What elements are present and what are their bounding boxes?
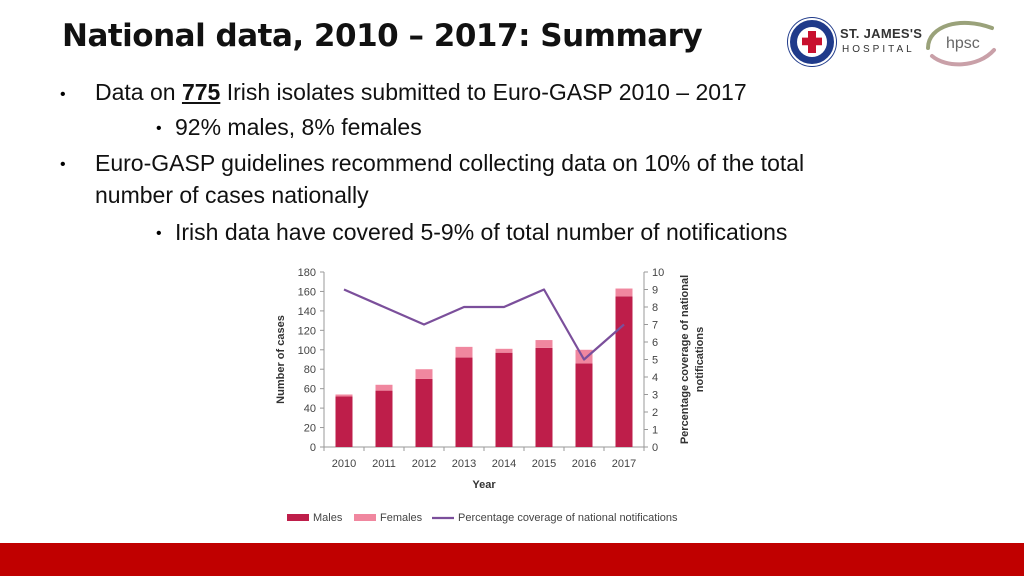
bar-females [535, 340, 553, 348]
right-tick-label: 4 [652, 372, 658, 384]
x-tick-label: 2012 [412, 458, 436, 470]
left-tick-label: 0 [310, 442, 316, 454]
left-tick-label: 120 [298, 325, 316, 337]
bullet-marker: • [60, 86, 66, 103]
chart-bars [335, 288, 633, 447]
right-tick-label: 1 [652, 425, 658, 437]
hpsc-logo-text: hpsc [946, 35, 980, 52]
hpsc-logo: hpsc [920, 14, 1000, 70]
legend-label-females: Females [380, 512, 423, 524]
hospital-seal-icon [788, 18, 836, 66]
legend-swatch-females [354, 514, 376, 521]
bar-males [575, 363, 593, 447]
left-tick-label: 80 [304, 364, 316, 376]
x-tick-label: 2014 [492, 458, 516, 470]
right-tick-label: 0 [652, 442, 658, 454]
right-tick-label: 3 [652, 390, 658, 402]
chart-legend: Males Females Percentage coverage of natio… [287, 512, 678, 524]
bar-males [375, 390, 393, 447]
bullet-marker: • [60, 156, 66, 173]
right-tick-label: 6 [652, 337, 658, 349]
left-tick-label: 140 [298, 306, 316, 318]
sub-bullet-marker: • [156, 225, 162, 242]
coverage-line [343, 288, 625, 361]
left-tick-label: 180 [298, 267, 316, 279]
bullet-1: Data on 775 Irish isolates submitted to … [95, 79, 747, 106]
right-tick-label: 8 [652, 302, 658, 314]
x-tick-label: 2016 [572, 458, 596, 470]
x-tick-label: 2010 [332, 458, 356, 470]
bar-females [415, 369, 433, 379]
page-title: National data, 2010 – 2017: Summary [62, 18, 703, 54]
cases-chart: 0 20 40 60 80 100 120 140 160 180 0 1 2 3 4 5 6 7 8 9 10 2010… [275, 267, 706, 524]
legend-swatch-males [287, 514, 309, 521]
bullet-2-line2: number of cases nationally [95, 182, 369, 208]
bar-females [375, 384, 393, 391]
left-tick-label: 60 [304, 384, 316, 396]
right-tick-label: 2 [652, 407, 658, 419]
right-tick-label: 9 [652, 285, 658, 297]
bullet-1-prefix: Data on [95, 79, 182, 105]
right-tick-label: 5 [652, 355, 658, 367]
legend-label-males: Males [313, 512, 343, 524]
bullet-2-sub: Irish data have covered 5-9% of total nu… [175, 219, 788, 245]
bar-females [575, 349, 593, 364]
left-tick-label: 160 [298, 286, 316, 298]
y2-axis-title-line2: notifications [694, 327, 706, 392]
st-james-hospital-logo: ST. JAMES'S HOSPITAL [786, 16, 922, 68]
y-axis-title: Number of cases [275, 315, 287, 404]
x-tick-label: 2017 [612, 458, 636, 470]
st-james-logo-line1: ST. JAMES'S [840, 26, 923, 41]
isolate-count: 775 [181, 79, 221, 105]
bar-males [455, 357, 473, 447]
left-tick-label: 40 [304, 403, 316, 415]
bar-females [455, 346, 473, 358]
x-axis-title: Year [472, 479, 496, 491]
left-tick-label: 100 [298, 345, 316, 357]
chart-axes: 0 20 40 60 80 100 120 140 160 180 0 1 2 3 4 5 6 7 8 9 10 2010… [298, 267, 665, 470]
left-tick-label: 20 [304, 423, 316, 435]
x-tick-label: 2011 [372, 458, 396, 470]
bar-males [615, 296, 633, 447]
footer-bar [0, 543, 1024, 576]
bar-males [495, 352, 513, 447]
sub-bullet-marker: • [156, 120, 162, 137]
x-tick-label: 2015 [532, 458, 556, 470]
bullet-1-suffix: Irish isolates submitted to Euro-GASP 20… [220, 79, 747, 105]
x-tick-label: 2013 [452, 458, 476, 470]
right-tick-label: 7 [652, 320, 658, 332]
bullet-1-sub: 92% males, 8% females [175, 114, 422, 140]
bar-males [415, 378, 433, 447]
bullet-2-line1: Euro-GASP guidelines recommend collectin… [95, 150, 805, 176]
hpsc-swoosh-icon: hpsc [926, 20, 996, 67]
chart-line [343, 288, 625, 361]
y2-axis-title-line1: Percentage coverage of national [679, 275, 691, 444]
bar-females [615, 288, 633, 297]
st-james-logo-line2: HOSPITAL [842, 44, 915, 55]
chart-labels: Number of cases Percentage coverage of na… [275, 275, 706, 491]
bar-females [335, 394, 353, 397]
bar-females [495, 348, 513, 353]
bar-males [335, 396, 353, 447]
bar-males [535, 347, 553, 447]
right-tick-label: 10 [652, 267, 664, 279]
legend-label-coverage: Percentage coverage of national notifica… [458, 512, 678, 524]
